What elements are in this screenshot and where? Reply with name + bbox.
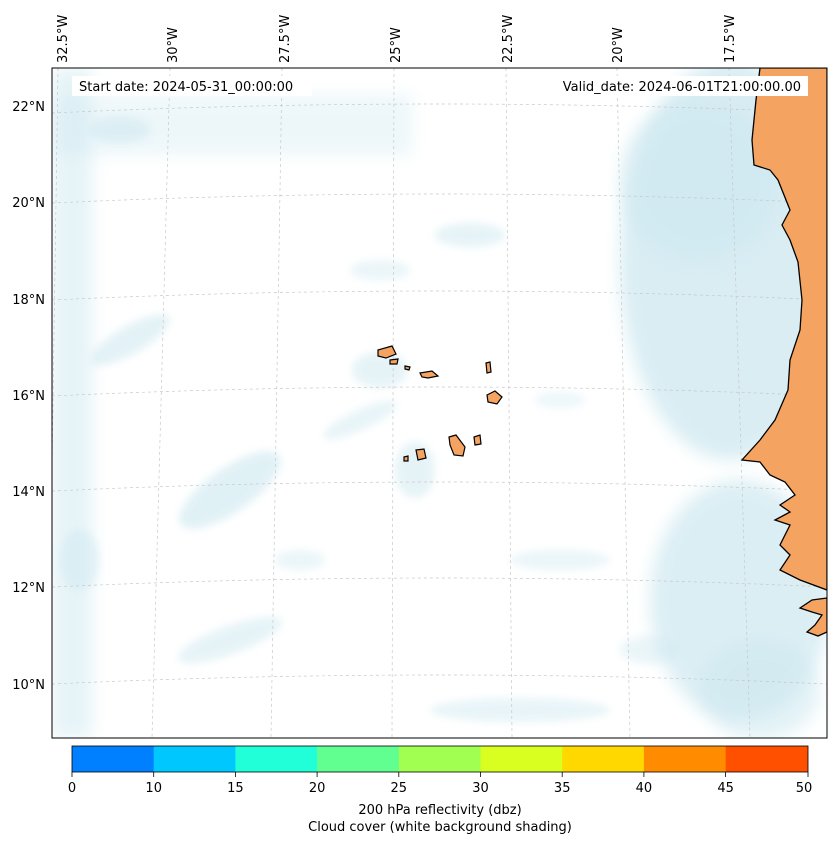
colorbar-segment-2 [235, 746, 318, 772]
parallel-12n [52, 577, 827, 588]
colorbar-segment-3 [317, 746, 400, 772]
colorbar-outline [71, 745, 809, 773]
start-date-label: Start date: 2024-05-31_00:00:00 [79, 80, 293, 95]
lon-label-17-5w: 17.5°W [723, 15, 738, 63]
colorbar: 0 10 15 20 25 30 35 40 45 50 200 hPa ref… [68, 745, 813, 835]
lat-label-16n: 16°N [12, 389, 45, 404]
african-coast-land [740, 68, 827, 591]
meridian-20w [616, 68, 631, 738]
guinea-bissau-coast [798, 597, 827, 637]
colorbar-segment-5 [480, 746, 563, 772]
colorbar-segment-0 [72, 746, 154, 772]
lon-label-32-5w: 32.5°W [56, 15, 71, 63]
lon-label-27-5w: 27.5°W [278, 15, 293, 63]
lat-label-18n: 18°N [12, 293, 45, 308]
colorbar-segment-8 [725, 746, 808, 772]
lat-label-20n: 20°N [12, 196, 45, 211]
colorbar-label-reflectivity: 200 hPa reflectivity (dbz) [358, 803, 521, 818]
lat-label-14n: 14°N [12, 485, 45, 500]
colorbar-ticks [71, 772, 809, 777]
meridian-25w [391, 68, 395, 738]
graticule [52, 68, 827, 738]
island-fogo [415, 448, 427, 461]
colorbar-tick-50: 50 [796, 781, 813, 796]
longitude-labels: 32.5°W 30°W 27.5°W 25°W 22.5°W 20°W 17.5… [56, 15, 738, 63]
colorbar-segment-6 [562, 746, 645, 772]
lon-label-20w: 20°W [611, 27, 626, 63]
valid-date-box [538, 76, 808, 96]
lat-label-10n: 10°N [12, 678, 45, 693]
island-santo-antao [377, 345, 397, 359]
colorbar-segment-4 [398, 746, 481, 772]
island-sal [485, 361, 492, 374]
parallel-20n [52, 193, 827, 204]
colorbar-label-cloud-cover: Cloud cover (white background shading) [308, 820, 572, 835]
colorbar-tick-35: 35 [554, 781, 571, 796]
lon-label-22-5w: 22.5°W [501, 15, 516, 63]
colorbar-segment-7 [643, 746, 726, 772]
parallel-16n [52, 386, 827, 397]
island-boa-vista [486, 390, 503, 405]
latitude-labels: 22°N 20°N 18°N 16°N 14°N 12°N 10°N [12, 100, 45, 693]
meridian-30w [151, 68, 171, 738]
meridian-27-5w [270, 68, 283, 738]
meridian-17-5w [728, 68, 751, 738]
colorbar-tick-10: 10 [145, 781, 162, 796]
colorbar-tick-15: 15 [227, 781, 244, 796]
island-brava [403, 455, 409, 462]
map-plot-area [52, 68, 827, 738]
island-santa-luzia [404, 365, 411, 371]
lon-label-25w: 25°W [389, 27, 404, 63]
island-sao-vicente [389, 358, 399, 365]
lat-label-12n: 12°N [12, 581, 45, 596]
valid-date-label: Valid_date: 2024-06-01T21:00:00.00 [563, 80, 801, 95]
colorbar-tick-20: 20 [309, 781, 326, 796]
colorbar-segment-1 [153, 746, 236, 772]
parallel-18n [52, 290, 827, 301]
colorbar-tick-0: 0 [68, 781, 76, 796]
colorbar-tick-40: 40 [636, 781, 653, 796]
island-maio [473, 434, 482, 446]
parallel-22n [52, 103, 827, 114]
colorbar-tick-30: 30 [472, 781, 489, 796]
island-sao-nicolau [419, 370, 440, 379]
parallel-10n [52, 674, 827, 685]
colorbar-tick-45: 45 [717, 781, 734, 796]
island-santiago [448, 434, 466, 457]
colorbar-tick-25: 25 [391, 781, 408, 796]
map-frame [51, 67, 828, 739]
lon-label-30w: 30°W [166, 27, 181, 63]
start-date-box [72, 76, 312, 96]
parallel-14n [52, 481, 827, 492]
lat-label-22n: 22°N [12, 100, 45, 115]
cape-verde-islands [377, 345, 503, 462]
meridian-22-5w [505, 68, 513, 738]
